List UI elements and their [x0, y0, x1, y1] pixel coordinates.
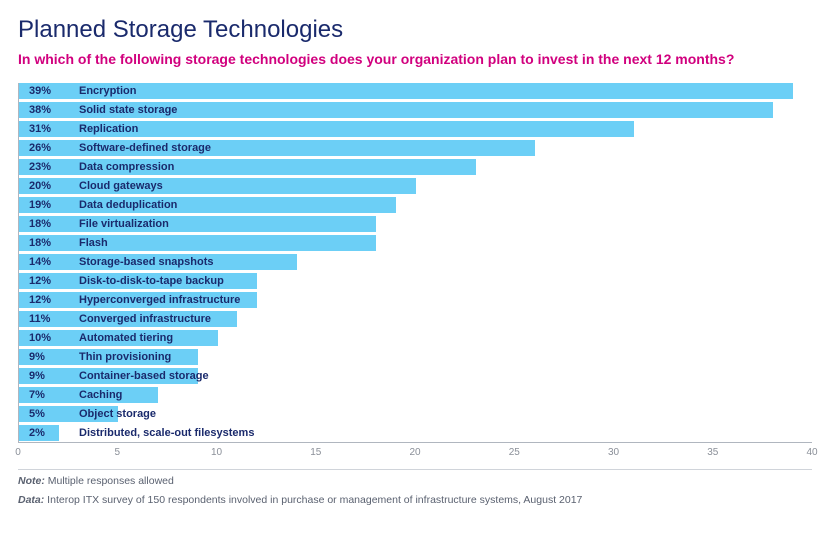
bar-row: 12% Disk-to-disk-to-tape backup: [19, 273, 813, 289]
bar-category-label: Distributed, scale-out filesystems: [79, 425, 254, 441]
bar-percent-label: 7%: [29, 387, 45, 403]
bar-category-label: Encryption: [79, 83, 136, 99]
bar-category-label: File virtualization: [79, 216, 169, 232]
x-tick-label: 35: [707, 447, 718, 458]
bar-percent-label: 9%: [29, 349, 45, 365]
bar-percent-label: 9%: [29, 368, 45, 384]
bar-percent-label: 12%: [29, 273, 51, 289]
bar-row: 5% Object storage: [19, 406, 813, 422]
bar-row: 19% Data deduplication: [19, 197, 813, 213]
bar: [19, 197, 396, 213]
bar: [19, 216, 376, 232]
bar-percent-label: 19%: [29, 197, 51, 213]
bar-category-label: Data deduplication: [79, 197, 177, 213]
bar-percent-label: 39%: [29, 83, 51, 99]
bar-percent-label: 5%: [29, 406, 45, 422]
bar-category-label: Object storage: [79, 406, 156, 422]
divider: [18, 469, 812, 470]
bar-category-label: Container-based storage: [79, 368, 209, 384]
bar-row: 9% Container-based storage: [19, 368, 813, 384]
bar-row: 12% Hyperconverged infrastructure: [19, 292, 813, 308]
note-lead: Note:: [18, 475, 45, 487]
bar-row: 39% Encryption: [19, 83, 813, 99]
x-tick-label: 30: [608, 447, 619, 458]
bar-category-label: Converged infrastructure: [79, 311, 211, 327]
page-title: Planned Storage Technologies: [18, 16, 812, 44]
bar-row: 2% Distributed, scale-out filesystems: [19, 425, 813, 441]
bar-percent-label: 38%: [29, 102, 51, 118]
bar-category-label: Storage-based snapshots: [79, 254, 213, 270]
data-source-line: Data: Interop ITX survey of 150 responde…: [18, 493, 812, 508]
bar-row: 18% Flash: [19, 235, 813, 251]
bar-row: 11% Converged infrastructure: [19, 311, 813, 327]
data-text: Interop ITX survey of 150 respondents in…: [44, 494, 582, 506]
survey-question: In which of the following storage techno…: [18, 50, 812, 69]
bar-chart: 39% Encryption 38% Solid state storage 31% Re…: [18, 83, 812, 463]
bar-percent-label: 18%: [29, 216, 51, 232]
bar-percent-label: 14%: [29, 254, 51, 270]
bar-percent-label: 26%: [29, 140, 51, 156]
bar-category-label: Caching: [79, 387, 122, 403]
x-tick-label: 10: [211, 447, 222, 458]
bar-row: 9% Thin provisioning: [19, 349, 813, 365]
bar-category-label: Disk-to-disk-to-tape backup: [79, 273, 224, 289]
x-tick-label: 40: [806, 447, 817, 458]
bar-category-label: Data compression: [79, 159, 174, 175]
bar-category-label: Flash: [79, 235, 108, 251]
bar-category-label: Solid state storage: [79, 102, 177, 118]
bar-percent-label: 31%: [29, 121, 51, 137]
bar-percent-label: 11%: [29, 311, 50, 327]
bar-row: 38% Solid state storage: [19, 102, 813, 118]
x-tick-label: 0: [15, 447, 21, 458]
bar-percent-label: 23%: [29, 159, 51, 175]
bar-row: 18% File virtualization: [19, 216, 813, 232]
bar-percent-label: 2%: [29, 425, 45, 441]
bar-percent-label: 12%: [29, 292, 51, 308]
bar-row: 26% Software-defined storage: [19, 140, 813, 156]
bar-row: 10% Automated tiering: [19, 330, 813, 346]
bar-row: 14% Storage-based snapshots: [19, 254, 813, 270]
bar-row: 7% Caching: [19, 387, 813, 403]
bar-percent-label: 18%: [29, 235, 51, 251]
bar-category-label: Software-defined storage: [79, 140, 211, 156]
x-tick-label: 25: [509, 447, 520, 458]
bar-percent-label: 10%: [29, 330, 51, 346]
bar-category-label: Cloud gateways: [79, 178, 163, 194]
bar-row: 20% Cloud gateways: [19, 178, 813, 194]
bar-category-label: Replication: [79, 121, 138, 137]
plot-area: 39% Encryption 38% Solid state storage 31% Re…: [18, 83, 812, 443]
note-text: Multiple responses allowed: [45, 475, 174, 487]
x-tick-label: 20: [409, 447, 420, 458]
x-tick-label: 5: [114, 447, 120, 458]
data-lead: Data:: [18, 494, 44, 506]
x-tick-label: 15: [310, 447, 321, 458]
bar-row: 23% Data compression: [19, 159, 813, 175]
note-line: Note: Multiple responses allowed: [18, 474, 812, 489]
bar-category-label: Thin provisioning: [79, 349, 171, 365]
x-axis: 0510152025303540: [18, 443, 812, 463]
bar: [19, 235, 376, 251]
bar-category-label: Hyperconverged infrastructure: [79, 292, 240, 308]
bar-row: 31% Replication: [19, 121, 813, 137]
bar-percent-label: 20%: [29, 178, 51, 194]
bar-category-label: Automated tiering: [79, 330, 173, 346]
